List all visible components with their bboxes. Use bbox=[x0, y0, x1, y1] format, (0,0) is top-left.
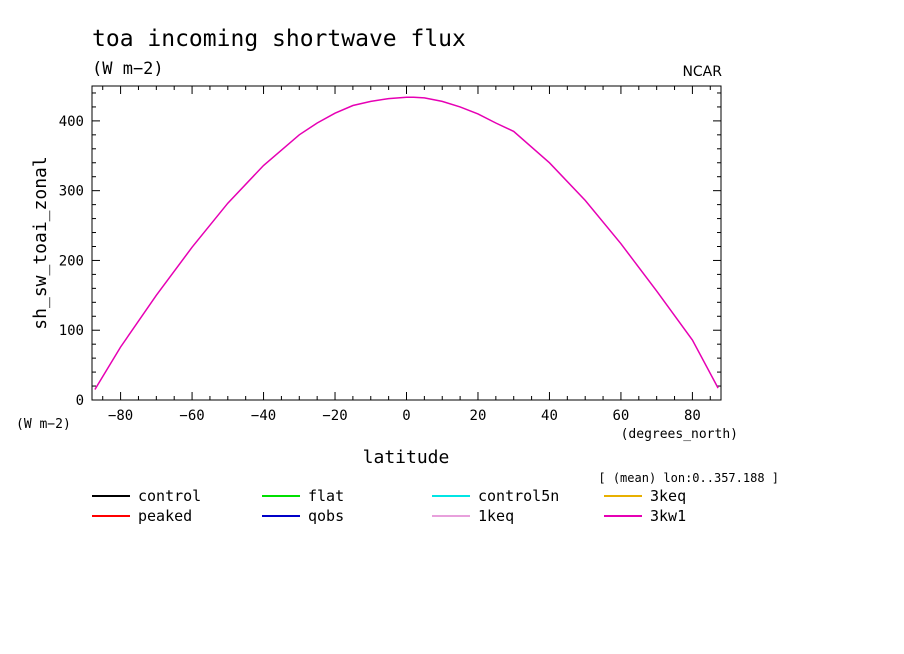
y-tick-label: 400 bbox=[59, 114, 84, 130]
x-axis-units: (degrees_north) bbox=[621, 427, 738, 442]
y-axis-ticks: 0 100 200 300 400 bbox=[59, 92, 721, 409]
x-tick-label: 40 bbox=[541, 408, 558, 424]
legend-label-1keq: 1keq bbox=[478, 507, 514, 525]
legend-label-3keq: 3keq bbox=[650, 487, 686, 505]
x-tick-label: 20 bbox=[470, 408, 487, 424]
y-axis-label: sh_sw_toai_zonal bbox=[30, 156, 51, 329]
series-line-3kw1 bbox=[94, 96, 719, 390]
x-tick-label: 60 bbox=[613, 408, 630, 424]
legend-label-control5n: control5n bbox=[478, 487, 559, 505]
y-axis-units: (W m−2) bbox=[16, 417, 71, 432]
legend-label-qobs: qobs bbox=[308, 507, 344, 525]
chart-title: toa incoming shortwave flux bbox=[92, 26, 466, 52]
plot-area: −80 −60 −40 −20 0 20 40 60 80 0 100 200 300 400 bbox=[59, 85, 722, 424]
x-axis-label: latitude bbox=[363, 447, 450, 468]
x-tick-label: −80 bbox=[108, 408, 133, 424]
legend-label-peaked: peaked bbox=[138, 507, 192, 525]
legend-label-control: control bbox=[138, 487, 201, 505]
x-axis-ticks: −80 −60 −40 −20 0 20 40 60 80 bbox=[102, 86, 711, 424]
x-tick-label: 0 bbox=[402, 408, 410, 424]
legend-label-flat: flat bbox=[308, 487, 344, 505]
x-tick-label: −40 bbox=[251, 408, 276, 424]
legend: control peaked flat qobs control5n 1keq 3keq 3k… bbox=[92, 487, 686, 525]
y-tick-label: 0 bbox=[76, 393, 84, 409]
y-tick-label: 100 bbox=[59, 323, 84, 339]
averaging-note: [ (mean) lon:0..357.188 ] bbox=[598, 471, 779, 485]
chart-subtitle: (W m−2) bbox=[92, 59, 164, 79]
organization-label: NCAR bbox=[682, 64, 722, 80]
x-tick-label: 80 bbox=[684, 408, 701, 424]
y-tick-label: 200 bbox=[59, 253, 84, 269]
plot-frame bbox=[91, 85, 722, 401]
x-tick-label: −20 bbox=[322, 408, 347, 424]
x-tick-label: −60 bbox=[179, 408, 204, 424]
series-lines bbox=[94, 96, 719, 390]
y-tick-label: 300 bbox=[59, 184, 84, 200]
legend-label-3kw1: 3kw1 bbox=[650, 507, 686, 525]
